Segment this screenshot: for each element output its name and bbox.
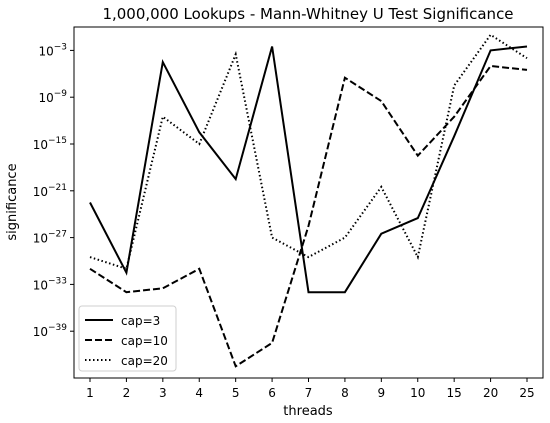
series-layer (89, 33, 528, 368)
x-axis-label: threads (283, 404, 333, 419)
y-tick-label: 10−33 (33, 276, 67, 292)
legend-label: cap=3 (121, 314, 160, 328)
y-tick-label: 10−21 (33, 183, 67, 199)
x-tick-label: 10 (410, 386, 425, 400)
x-tick-label: 8 (341, 386, 349, 400)
y-tick-label: 10−3 (38, 42, 67, 58)
y-tick-label: 10−27 (33, 230, 67, 246)
y-tick-label: 10−15 (33, 136, 67, 152)
legend-label: cap=20 (121, 354, 168, 368)
legend: cap=3 cap=10 cap=20 (78, 305, 177, 372)
legend-label: cap=10 (121, 334, 168, 348)
legend-box (78, 305, 177, 372)
x-tick-label: 15 (447, 386, 462, 400)
chart-title: 1,000,000 Lookups - Mann-Whitney U Test … (102, 5, 513, 23)
series-line-cap-3 (89, 45, 528, 294)
x-axis: 1 2 3 4 5 6 7 8 9 10 15 20 25 (86, 378, 535, 400)
series-line-cap-10 (89, 64, 528, 368)
x-tick-label: 1 (86, 386, 94, 400)
y-axis: 10−3 10−9 10−15 10−21 10−27 10−33 10−39 (33, 42, 74, 339)
x-tick-label: 7 (305, 386, 313, 400)
series-line-cap-20 (89, 33, 528, 271)
x-tick-label: 2 (123, 386, 131, 400)
x-tick-label: 9 (378, 386, 386, 400)
y-axis-label: significance (5, 163, 20, 240)
x-tick-label: 6 (268, 386, 276, 400)
x-tick-label: 20 (483, 386, 498, 400)
x-tick-label: 5 (232, 386, 240, 400)
x-tick-label: 3 (159, 386, 167, 400)
y-tick-label: 10−39 (33, 323, 68, 339)
x-tick-label: 25 (519, 386, 534, 400)
x-tick-label: 4 (195, 386, 203, 400)
y-tick-label: 10−9 (38, 89, 67, 105)
